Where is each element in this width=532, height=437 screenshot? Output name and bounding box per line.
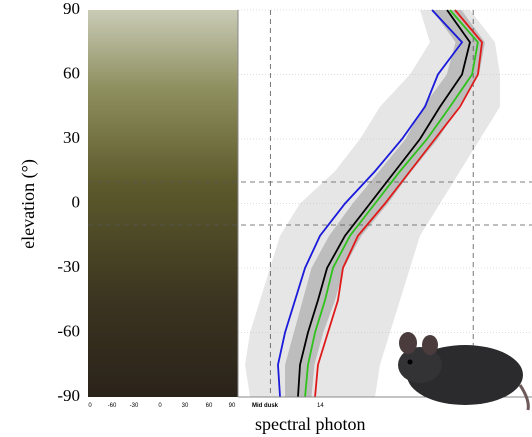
annotation: 14 <box>317 403 324 409</box>
image-x-tick-label: 0 <box>88 403 92 409</box>
annotation: Mid dusk <box>252 403 279 409</box>
x-axis-label: spectral photon <box>255 414 365 434</box>
y-tick-label: -60 <box>57 321 80 340</box>
series-line <box>297 9 471 398</box>
y-tick-label: -90 <box>57 386 80 405</box>
series-line <box>304 9 479 398</box>
image-x-tick-label: 60 <box>206 403 213 409</box>
y-axis-label: elevation (°) <box>18 159 39 249</box>
plot-area <box>88 9 532 398</box>
series-line <box>314 9 483 398</box>
y-tick-label: -30 <box>57 257 80 276</box>
image-x-tick-label: 30 <box>182 403 189 409</box>
image-x-tick-label: 90 <box>229 403 236 409</box>
series-line <box>277 9 464 398</box>
mouse-photo <box>398 332 530 411</box>
image-x-tick-label: -60 <box>108 403 117 409</box>
y-tick-label: 0 <box>72 192 81 211</box>
y-tick-label: 30 <box>63 128 80 147</box>
y-tick-label: 90 <box>63 0 80 18</box>
y-tick-label: 60 <box>63 63 80 82</box>
image-x-tick-label: -30 <box>130 403 139 409</box>
panorama-image <box>88 10 238 397</box>
image-x-tick-label: 0 <box>158 403 162 409</box>
